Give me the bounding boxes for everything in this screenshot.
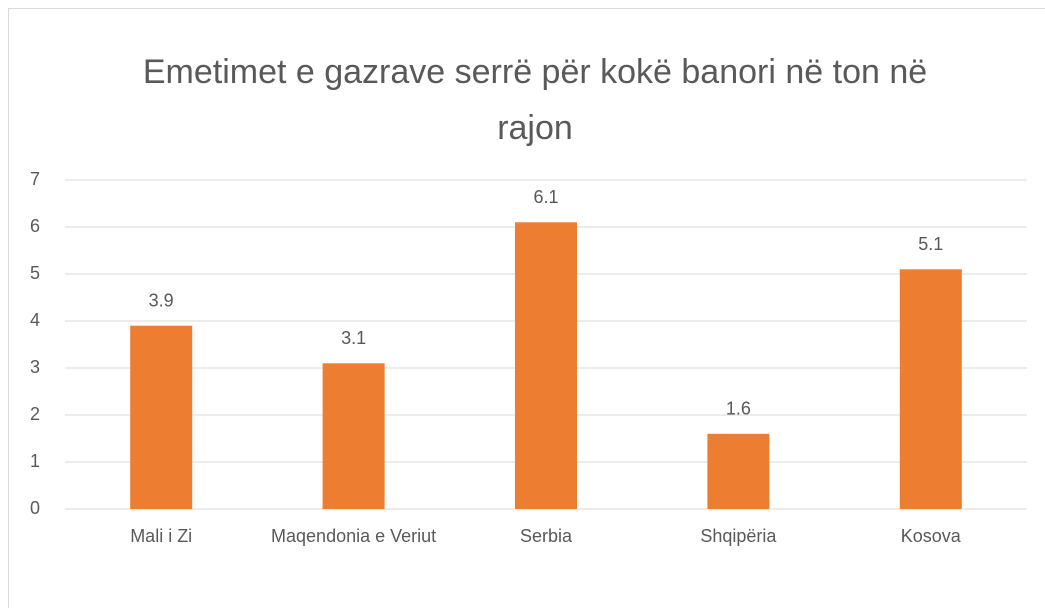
data-label: 5.1 bbox=[918, 234, 943, 254]
y-tick-label: 5 bbox=[30, 263, 40, 283]
y-tick-label: 2 bbox=[30, 404, 40, 424]
bar bbox=[515, 222, 577, 510]
data-label: 3.1 bbox=[341, 328, 366, 348]
chart-title: Emetimet e gazrave serrë për kokë banori… bbox=[142, 53, 928, 147]
y-tick-label: 1 bbox=[30, 451, 40, 471]
y-tick-label: 3 bbox=[30, 357, 40, 377]
data-label: 6.1 bbox=[533, 187, 558, 207]
y-tick-label: 7 bbox=[30, 169, 40, 189]
x-tick-label: Maqendonia e Veriut bbox=[271, 526, 437, 546]
bar bbox=[707, 433, 770, 509]
data-label: 1.6 bbox=[726, 399, 751, 419]
y-tick-label: 0 bbox=[30, 498, 40, 518]
x-tick-label: Kosova bbox=[900, 526, 961, 546]
x-tick-label: Mali i Zi bbox=[130, 526, 193, 546]
y-tick-label: 4 bbox=[30, 310, 40, 330]
x-tick-label: Shqipëria bbox=[700, 526, 777, 546]
bar bbox=[322, 363, 385, 509]
bar bbox=[130, 325, 193, 509]
chart-border bbox=[8, 8, 1045, 608]
y-tick-label: 6 bbox=[30, 216, 40, 236]
x-tick-label: Serbia bbox=[519, 526, 573, 546]
data-label: 3.9 bbox=[149, 290, 174, 310]
bar bbox=[899, 269, 962, 509]
